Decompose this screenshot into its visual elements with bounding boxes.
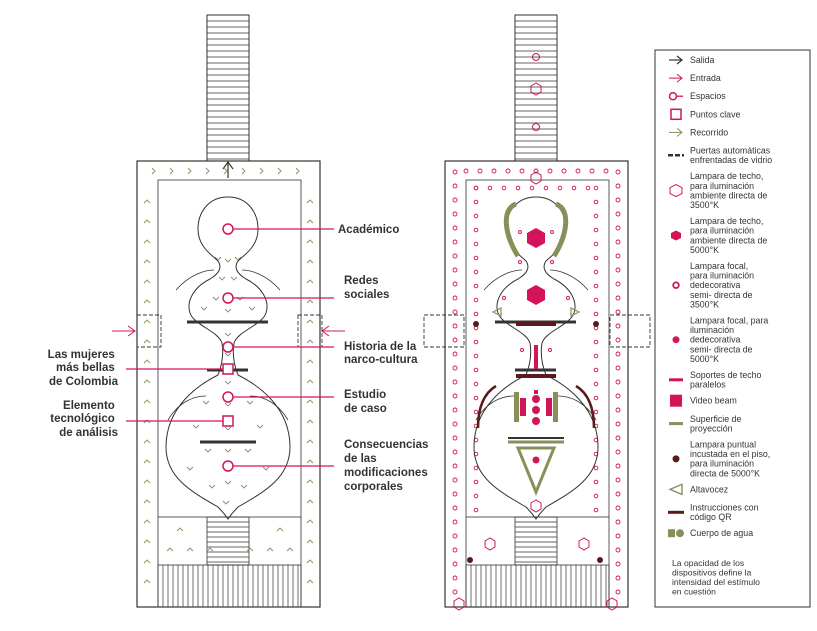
focal-lamps-perimeter bbox=[452, 168, 621, 595]
legend-item: Puntos clave bbox=[690, 109, 740, 119]
stair-steps bbox=[515, 521, 557, 563]
label-redes-sociales: Redes sociales bbox=[344, 275, 389, 301]
ceiling-lamps-3500k bbox=[453, 82, 618, 611]
glass-door-left bbox=[136, 314, 162, 348]
legend-item: Puertas automáticas enfrentadas de vidrio bbox=[690, 146, 772, 166]
legend-item: Lampara focal, para iluminación dedecorati… bbox=[690, 316, 768, 364]
legend-item: Lampara de techo, para iluminación ambient… bbox=[690, 216, 767, 255]
speaker-icon bbox=[668, 483, 683, 496]
leader-lines bbox=[126, 228, 334, 467]
legend-item: Superficie de proyección bbox=[690, 414, 741, 434]
arrow-dark-icon bbox=[669, 55, 683, 65]
arrow-magenta-icon bbox=[669, 73, 683, 83]
stair-steps bbox=[162, 565, 299, 607]
legend-item: Entrada bbox=[690, 73, 721, 83]
arrow-olive-icon bbox=[669, 128, 683, 137]
video-beam-icon bbox=[670, 394, 682, 407]
floor-lamps bbox=[467, 321, 603, 563]
legend-item: Cuerpo de agua bbox=[690, 528, 753, 538]
legend-item: Salida bbox=[690, 55, 715, 65]
right-floor-plan bbox=[423, 14, 651, 611]
outer-wall bbox=[444, 160, 629, 608]
projection-surface-icon bbox=[669, 422, 683, 426]
legend-item: Altavocez bbox=[690, 484, 728, 494]
glass-door-right bbox=[609, 314, 651, 348]
legend-item: Lampara de techo, para iluminación ambient… bbox=[690, 171, 767, 210]
hexagon-5000k-head bbox=[527, 228, 545, 248]
key-square-icon bbox=[670, 108, 682, 121]
center-vertical-lamps bbox=[532, 345, 540, 464]
plan-labels: Académico Redes sociales Historia de la … bbox=[48, 224, 432, 493]
support-bar-icon bbox=[669, 378, 683, 382]
stair-steps bbox=[207, 20, 249, 160]
hexagon-filled-icon bbox=[671, 230, 681, 241]
legend-item: Recorrido bbox=[690, 127, 728, 137]
label-mujeres: Las mujeres más bellas de Colombia bbox=[48, 349, 119, 388]
hexagon-5000k-chest bbox=[527, 285, 545, 305]
legend-item: Lampara focal, para iluminación dedecorati… bbox=[690, 261, 754, 309]
legend-item: Lampara puntual incustada en el piso, para… bbox=[690, 440, 770, 479]
legend-note: La opacidad de los dispositivos define la… bbox=[672, 558, 760, 597]
space-circle-icon bbox=[668, 91, 683, 101]
legend-item: Video beam bbox=[690, 396, 737, 406]
hexagon-outline-icon bbox=[669, 184, 683, 198]
stair-steps bbox=[207, 521, 249, 563]
speaker-triangle bbox=[515, 446, 557, 496]
label-elemento: Elemento tecnológico de análisis bbox=[50, 400, 118, 439]
left-floor-plan bbox=[112, 14, 345, 608]
water-icon bbox=[668, 529, 684, 538]
legend-item: Espacios bbox=[690, 91, 726, 101]
label-consecuencias: Consecuencias de las modificaciones corp… bbox=[344, 439, 432, 493]
projection-surface-head bbox=[503, 201, 569, 258]
label-historia: Historia de la narco-cultura bbox=[344, 341, 419, 366]
glass-door-left bbox=[423, 314, 465, 348]
stair-steps bbox=[470, 565, 607, 607]
projection-devices bbox=[514, 322, 558, 422]
label-academico: Académico bbox=[338, 224, 399, 236]
ring-icon bbox=[672, 281, 680, 289]
key-point-2 bbox=[222, 415, 234, 427]
legend-item: Instrucciones con código QR bbox=[690, 503, 759, 523]
stair-steps bbox=[515, 20, 557, 160]
label-estudio: Estudio de caso bbox=[344, 389, 389, 415]
route-markers bbox=[143, 167, 314, 584]
legend-box bbox=[654, 49, 811, 608]
floor-light-icon bbox=[672, 455, 680, 463]
qr-bar-icon bbox=[668, 510, 684, 514]
top-stairs bbox=[514, 14, 558, 162]
legend-item: Soportes de techo paralelos bbox=[690, 370, 762, 390]
legend: Salida Entrada Espacios Puntos clave Recorri… bbox=[668, 55, 772, 538]
dot-icon bbox=[672, 336, 680, 344]
key-point-1 bbox=[222, 363, 234, 375]
top-stairs bbox=[206, 14, 250, 162]
